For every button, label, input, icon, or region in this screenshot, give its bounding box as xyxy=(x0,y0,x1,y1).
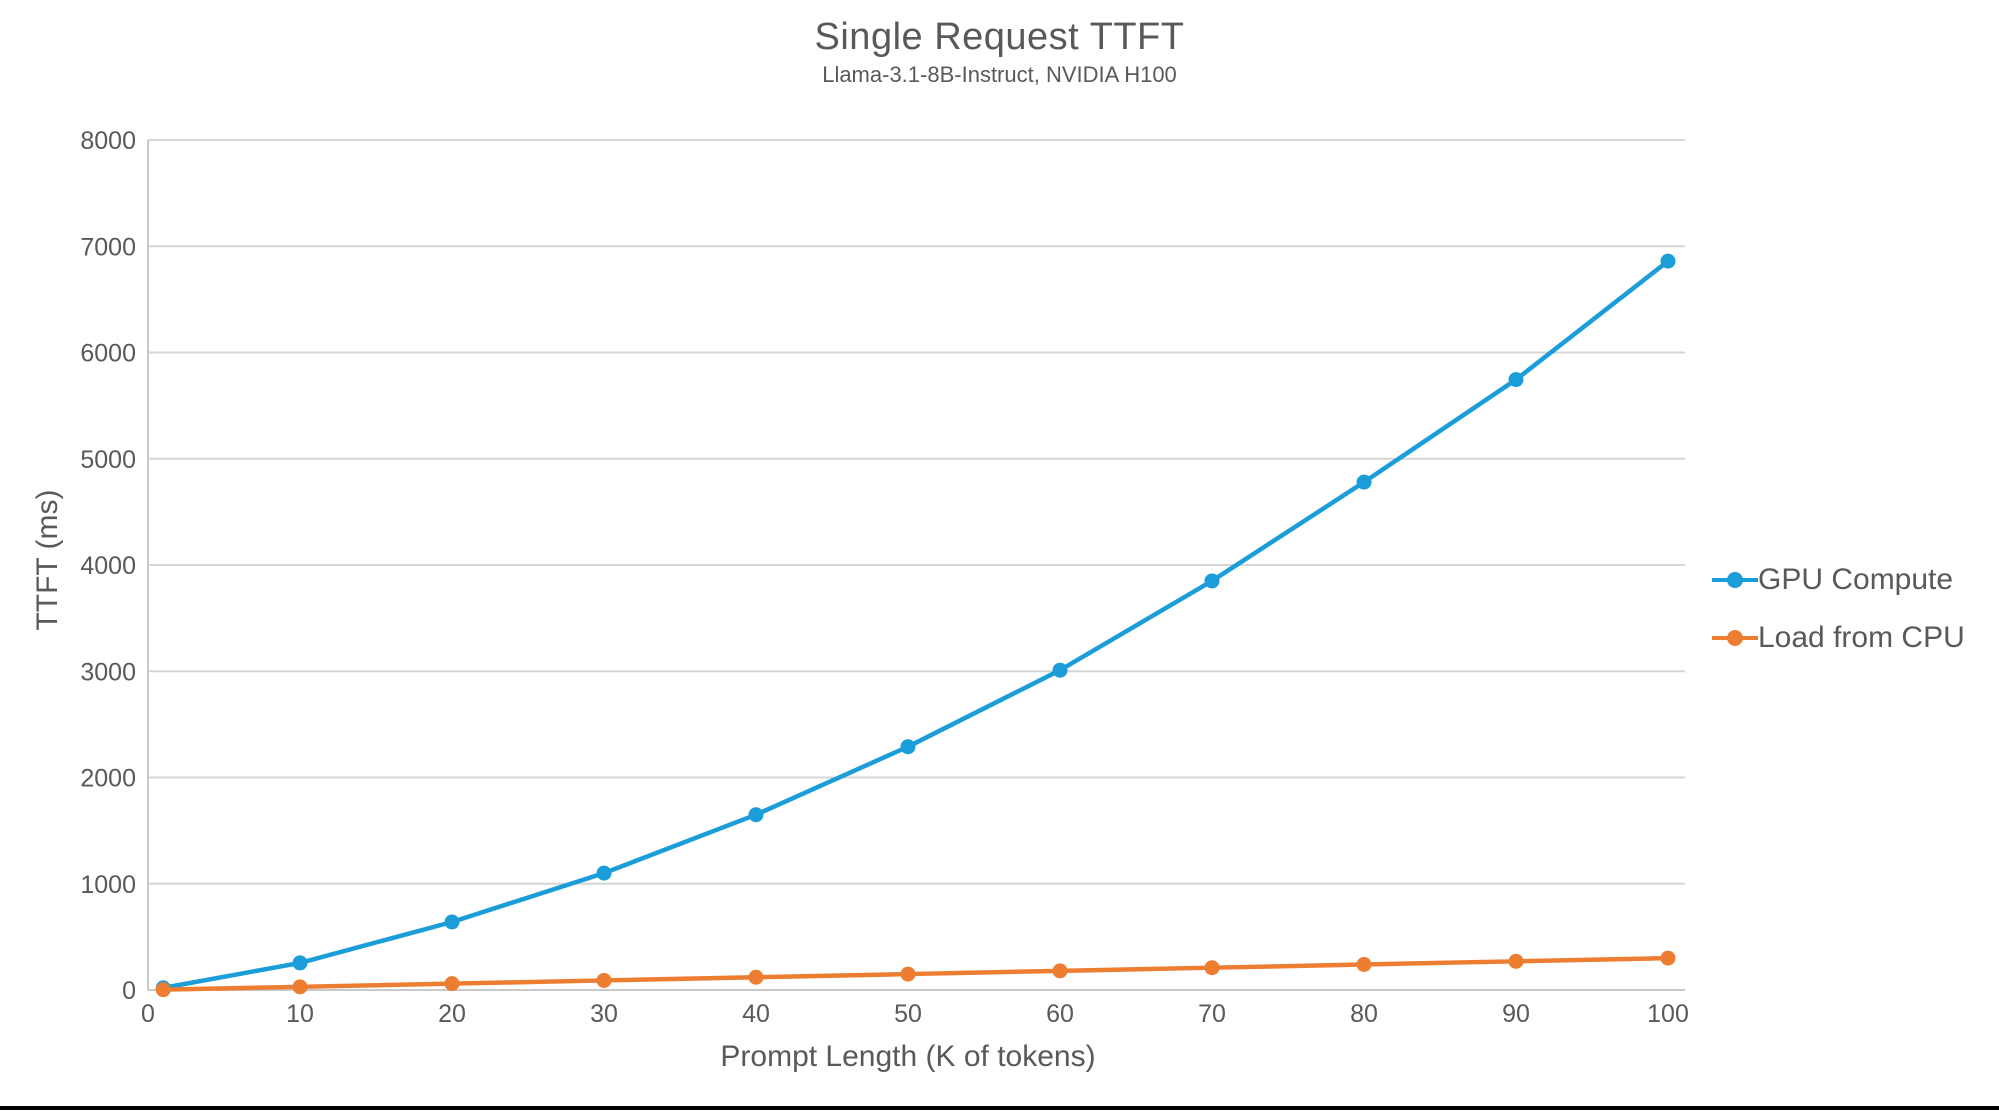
y-tick-label: 8000 xyxy=(80,127,136,155)
data-point-marker xyxy=(292,955,308,971)
data-point-marker xyxy=(1508,953,1524,969)
line-dot-marker-icon xyxy=(1712,630,1758,646)
data-point-marker xyxy=(1660,950,1676,966)
data-point-marker xyxy=(155,982,171,998)
legend-dot-icon xyxy=(1727,630,1743,646)
data-point-marker xyxy=(748,807,764,823)
y-tick-label: 4000 xyxy=(80,552,136,580)
legend-label: Load from CPU xyxy=(1758,621,1965,654)
line-dot-marker-icon xyxy=(1712,572,1758,588)
x-tick-label: 90 xyxy=(1502,1000,1530,1028)
x-tick-label: 20 xyxy=(438,1000,466,1028)
data-point-marker xyxy=(1356,957,1372,972)
y-tick-label: 0 xyxy=(122,977,136,1005)
x-tick-label: 30 xyxy=(590,1000,618,1028)
data-point-marker xyxy=(1356,474,1372,490)
x-axis-title: Prompt Length (K of tokens) xyxy=(720,1040,1096,1073)
legend-item-load-from-cpu: Load from CPU xyxy=(1712,618,1999,658)
data-point-marker xyxy=(1052,963,1068,979)
y-tick-label: 6000 xyxy=(80,340,136,368)
y-tick-label: 3000 xyxy=(80,658,136,686)
y-tick-label: 2000 xyxy=(80,765,136,793)
y-tick-label: 5000 xyxy=(80,446,136,474)
legend-item-gpu-compute: GPU Compute xyxy=(1712,560,1999,600)
data-point-marker xyxy=(596,972,612,988)
x-tick-label: 10 xyxy=(286,1000,314,1028)
data-point-marker xyxy=(444,976,460,992)
x-tick-label: 0 xyxy=(141,1000,155,1028)
x-tick-label: 100 xyxy=(1647,1000,1689,1028)
data-point-marker xyxy=(444,914,460,930)
x-tick-label: 80 xyxy=(1350,1000,1378,1028)
y-tick-label: 7000 xyxy=(80,233,136,261)
x-tick-label: 60 xyxy=(1046,1000,1074,1028)
series-line-1 xyxy=(160,955,1671,992)
data-point-marker xyxy=(900,739,916,755)
series-line-0 xyxy=(160,258,1671,991)
data-point-marker xyxy=(1508,372,1524,388)
data-point-marker xyxy=(1052,662,1068,678)
x-tick-label: 40 xyxy=(742,1000,770,1028)
data-point-marker xyxy=(748,969,764,985)
bottom-border-bar xyxy=(0,1106,1999,1110)
data-point-marker xyxy=(1660,253,1676,269)
x-tick-label: 50 xyxy=(894,1000,922,1028)
data-point-marker xyxy=(1204,960,1220,976)
y-tick-label: 1000 xyxy=(80,871,136,899)
legend-dot-icon xyxy=(1727,572,1743,588)
data-point-marker xyxy=(900,966,916,982)
legend-label: GPU Compute xyxy=(1758,563,1954,596)
data-point-marker xyxy=(1204,573,1220,589)
data-point-marker xyxy=(596,865,612,881)
chart-subtitle: Llama-3.1-8B-Instruct, NVIDIA H100 xyxy=(822,62,1177,87)
chart-title: Single Request TTFT xyxy=(814,16,1185,58)
legend: GPU Compute Load from CPU xyxy=(1712,560,1999,658)
x-tick-label: 70 xyxy=(1198,1000,1226,1028)
data-point-marker xyxy=(292,979,308,995)
